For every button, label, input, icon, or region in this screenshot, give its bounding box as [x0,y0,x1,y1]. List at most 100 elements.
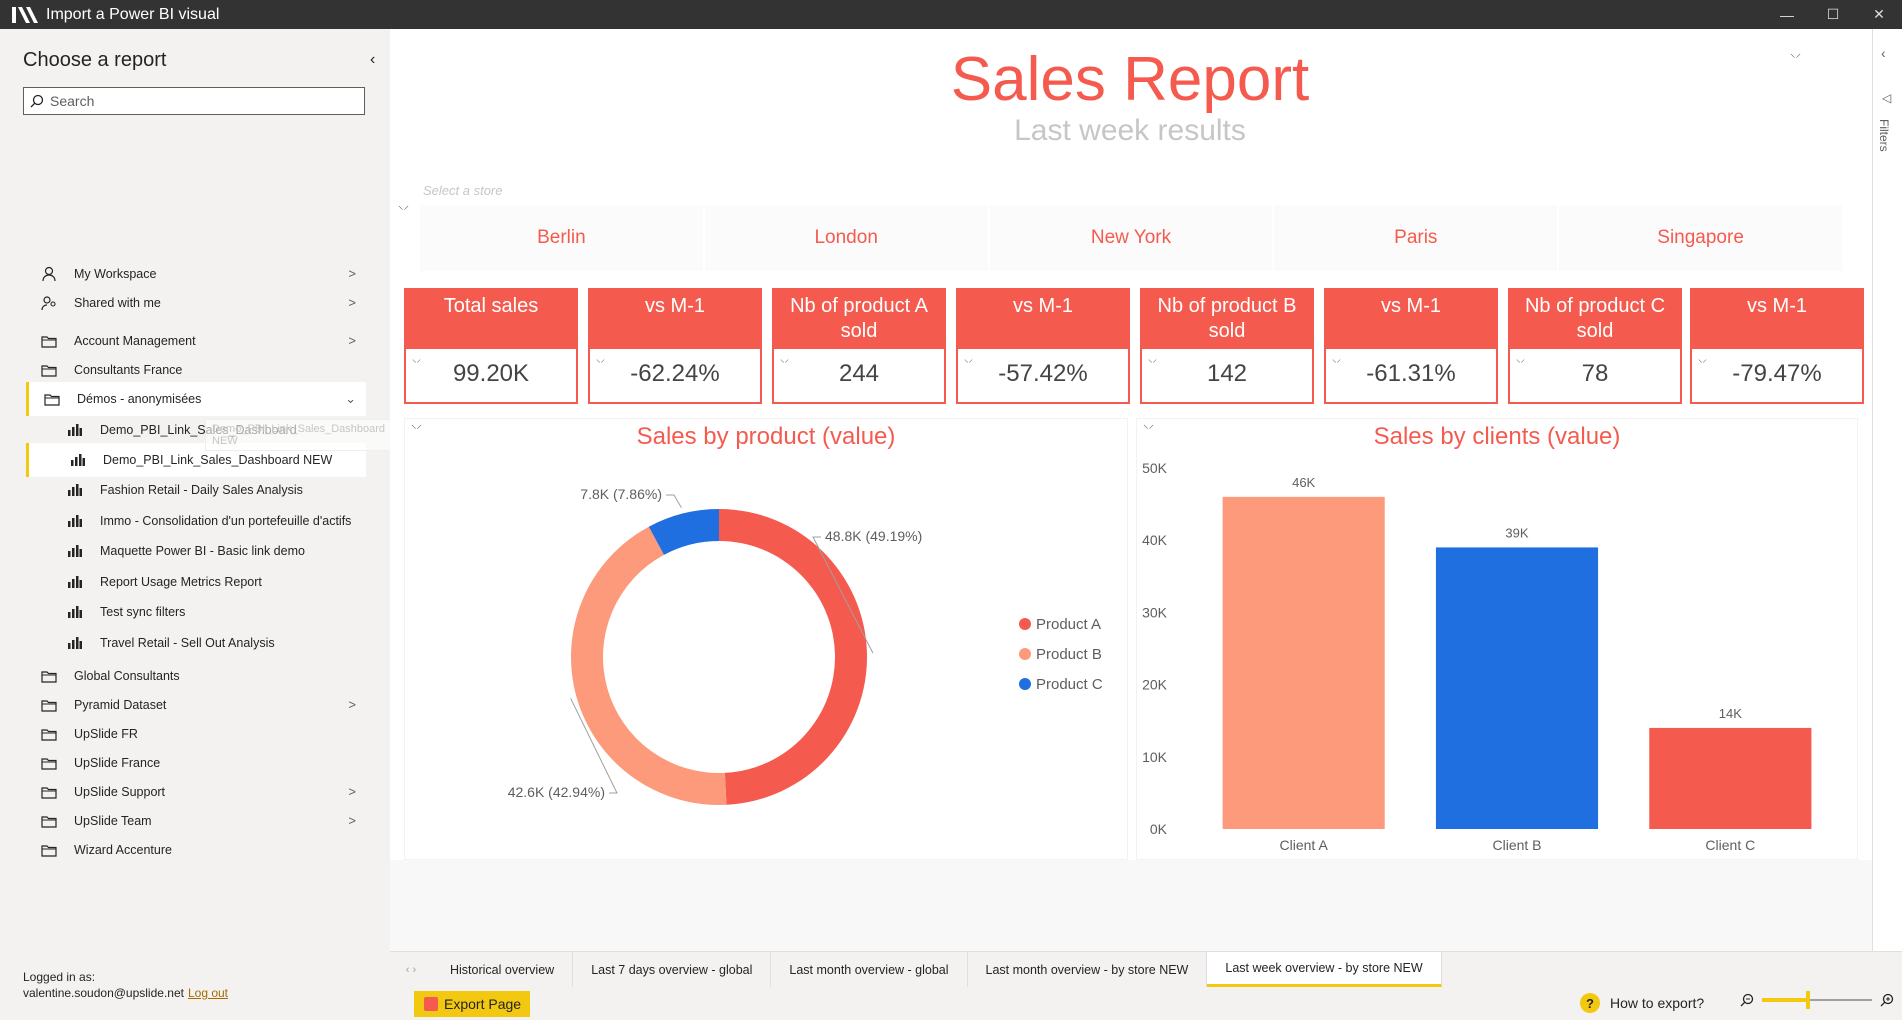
folder-icon [38,754,60,772]
kpi-card[interactable]: vs M-1 ⸜⸝ -57.42% [956,288,1130,404]
loading-icon: ⸜⸝ [1790,48,1801,60]
kpi-card[interactable]: vs M-1 ⸜⸝ -61.31% [1324,288,1498,404]
report-tree-item[interactable]: Pyramid Dataset > [26,688,366,722]
store-option-berlin[interactable]: Berlin [420,205,705,271]
report-tree-item[interactable]: Fashion Retail - Daily Sales Analysis [26,473,366,507]
kpi-card[interactable]: Nb of product B sold ⸜⸝ 142 [1140,288,1314,404]
filter-funnel-icon: ◁ [1882,91,1892,105]
store-option-new-york[interactable]: New York [989,205,1275,271]
tab-2[interactable]: Last month overview - global [771,952,968,987]
chevron-right-icon[interactable]: > [348,697,356,712]
chevron-right-icon[interactable]: > [348,813,356,828]
kpi-card[interactable]: Nb of product A sold ⸜⸝ 244 [772,288,946,404]
donut-slice-product-a[interactable] [719,509,868,805]
store-option-paris[interactable]: Paris [1274,205,1560,271]
legend-label[interactable]: Product C [1036,676,1103,693]
folder-icon [38,812,60,830]
report-title: Sales Report [950,45,1310,114]
report-tree-item[interactable]: Maquette Power BI - Basic link demo [26,534,366,568]
bar-client-a[interactable] [1222,496,1385,829]
report-tree-item[interactable]: Shared with me > [26,286,366,320]
collapse-sidebar-icon[interactable]: ‹ [370,51,376,68]
report-icon [64,573,86,591]
sidebar-title: Choose a report [23,49,167,71]
report-tree-label: Report Usage Metrics Report [100,575,262,589]
legend-label[interactable]: Product B [1036,646,1102,663]
report-tree-item[interactable]: Immo - Consolidation d'un portefeuille d… [26,504,366,538]
window-title: Import a Power BI visual [46,5,220,23]
donut-slice-product-c[interactable] [648,509,719,555]
report-icon [64,634,86,652]
report-tree-item[interactable]: Démos - anonymisées ⌄ [26,382,366,416]
report-tree-item[interactable]: UpSlide France [26,746,366,780]
tab-4[interactable]: Last week overview - by store NEW [1207,952,1442,987]
maximize-button[interactable]: ☐ [1826,6,1840,22]
kpi-value: -57.42% [998,360,1088,387]
minimize-button[interactable]: — [1780,6,1794,23]
help-link[interactable]: ? How to export? [1580,993,1704,1013]
tab-scroll-arrows[interactable]: ‹ › [405,963,417,976]
kpi-header: Total sales [406,290,576,349]
report-tree-item[interactable]: Global Consultants [26,659,366,693]
zoom-in-icon[interactable] [1880,993,1894,1007]
zoom-out-icon[interactable] [1740,993,1754,1007]
loading-icon: ⸜⸝ [1148,354,1158,364]
bar-client-c[interactable] [1649,727,1812,829]
chevron-right-icon[interactable]: > [348,784,356,799]
report-tree-label: Demo_PBI_Link_Sales_Dashboard NEW [103,453,333,467]
report-tree-item[interactable]: UpSlide FR [26,717,366,751]
export-page-button[interactable]: Export Page [414,991,530,1017]
sales-by-clients-visual[interactable]: Sales by clients (value) ⸜⸝ 0K 10K 20K 30K 4… [1136,418,1858,860]
zoom-slider[interactable] [1762,991,1872,1009]
chevron-right-icon[interactable]: > [348,266,356,281]
store-option-singapore[interactable]: Singapore [1559,205,1844,271]
bar-client-b[interactable] [1435,547,1599,829]
kpi-card[interactable]: vs M-1 ⸜⸝ -62.24% [588,288,762,404]
report-tree-item[interactable]: Wizard Accenture [26,833,366,867]
chevron-right-icon[interactable]: > [348,333,356,348]
kpi-card[interactable]: Nb of product C sold ⸜⸝ 78 [1508,288,1682,404]
chevron-down-icon[interactable]: ⌄ [345,391,356,406]
tab-1[interactable]: Last 7 days overview - global [573,952,772,987]
report-tree-label: Test sync filters [100,605,186,619]
zoom-control [1740,991,1894,1009]
zoom-slider-thumb[interactable] [1806,991,1810,1009]
leader-line [666,494,682,508]
chevron-right-icon[interactable]: > [348,295,356,310]
store-option-london[interactable]: London [704,205,990,271]
logout-link[interactable]: Log out [187,986,229,1000]
kpi-card[interactable]: Total sales ⸜⸝ 99.20K [404,288,578,404]
window-titlebar: Import a Power BI visual — ☐ ✕ [0,0,1902,29]
report-tree-item[interactable]: Account Management > [26,324,366,358]
search-input[interactable] [50,93,350,109]
sales-by-product-visual[interactable]: Sales by product (value) ⸜⸝ 48.8K (49.19… [404,418,1128,860]
report-tree-item[interactable]: Travel Retail - Sell Out Analysis [26,626,366,660]
report-icon [64,512,86,530]
report-tree-item[interactable]: UpSlide Team > [26,804,366,838]
close-button[interactable]: ✕ [1873,6,1885,22]
x-tick-label: Client A [1280,837,1329,853]
report-tree-label: Immo - Consolidation d'un portefeuille d… [100,514,352,528]
report-tree-item[interactable]: My Workspace > [26,257,366,291]
tab-0[interactable]: Historical overview [432,952,574,987]
kpi-header: vs M-1 [1692,290,1862,349]
search-icon [30,94,44,108]
kpi-header: vs M-1 [590,290,760,349]
search-box[interactable] [23,87,365,115]
kpi-card[interactable]: vs M-1 ⸜⸝ -79.47% [1690,288,1864,404]
donut-slice-product-b[interactable] [571,526,727,805]
report-tree-item[interactable]: Test sync filters [26,595,366,629]
report-icon [64,421,86,439]
filters-pane-collapsed[interactable]: ‹ ◁ Filters [1872,29,1902,951]
report-tree-label: UpSlide Support [74,785,166,799]
window-controls: — ☐ ✕ [1764,0,1902,29]
report-tree-item[interactable]: UpSlide Support > [26,775,366,809]
app-logo-icon [12,6,38,23]
expand-filters-icon[interactable]: ‹ [1881,45,1886,61]
report-tree-label: Global Consultants [74,669,180,683]
login-info: Logged in as: valentine.soudon@upslide.n… [23,969,228,1001]
tab-3[interactable]: Last month overview - by store NEW [968,952,1208,987]
report-tree-item[interactable]: Report Usage Metrics Report [26,565,366,599]
report-tree-item[interactable]: Consultants France [26,353,366,387]
legend-label[interactable]: Product A [1036,616,1101,633]
